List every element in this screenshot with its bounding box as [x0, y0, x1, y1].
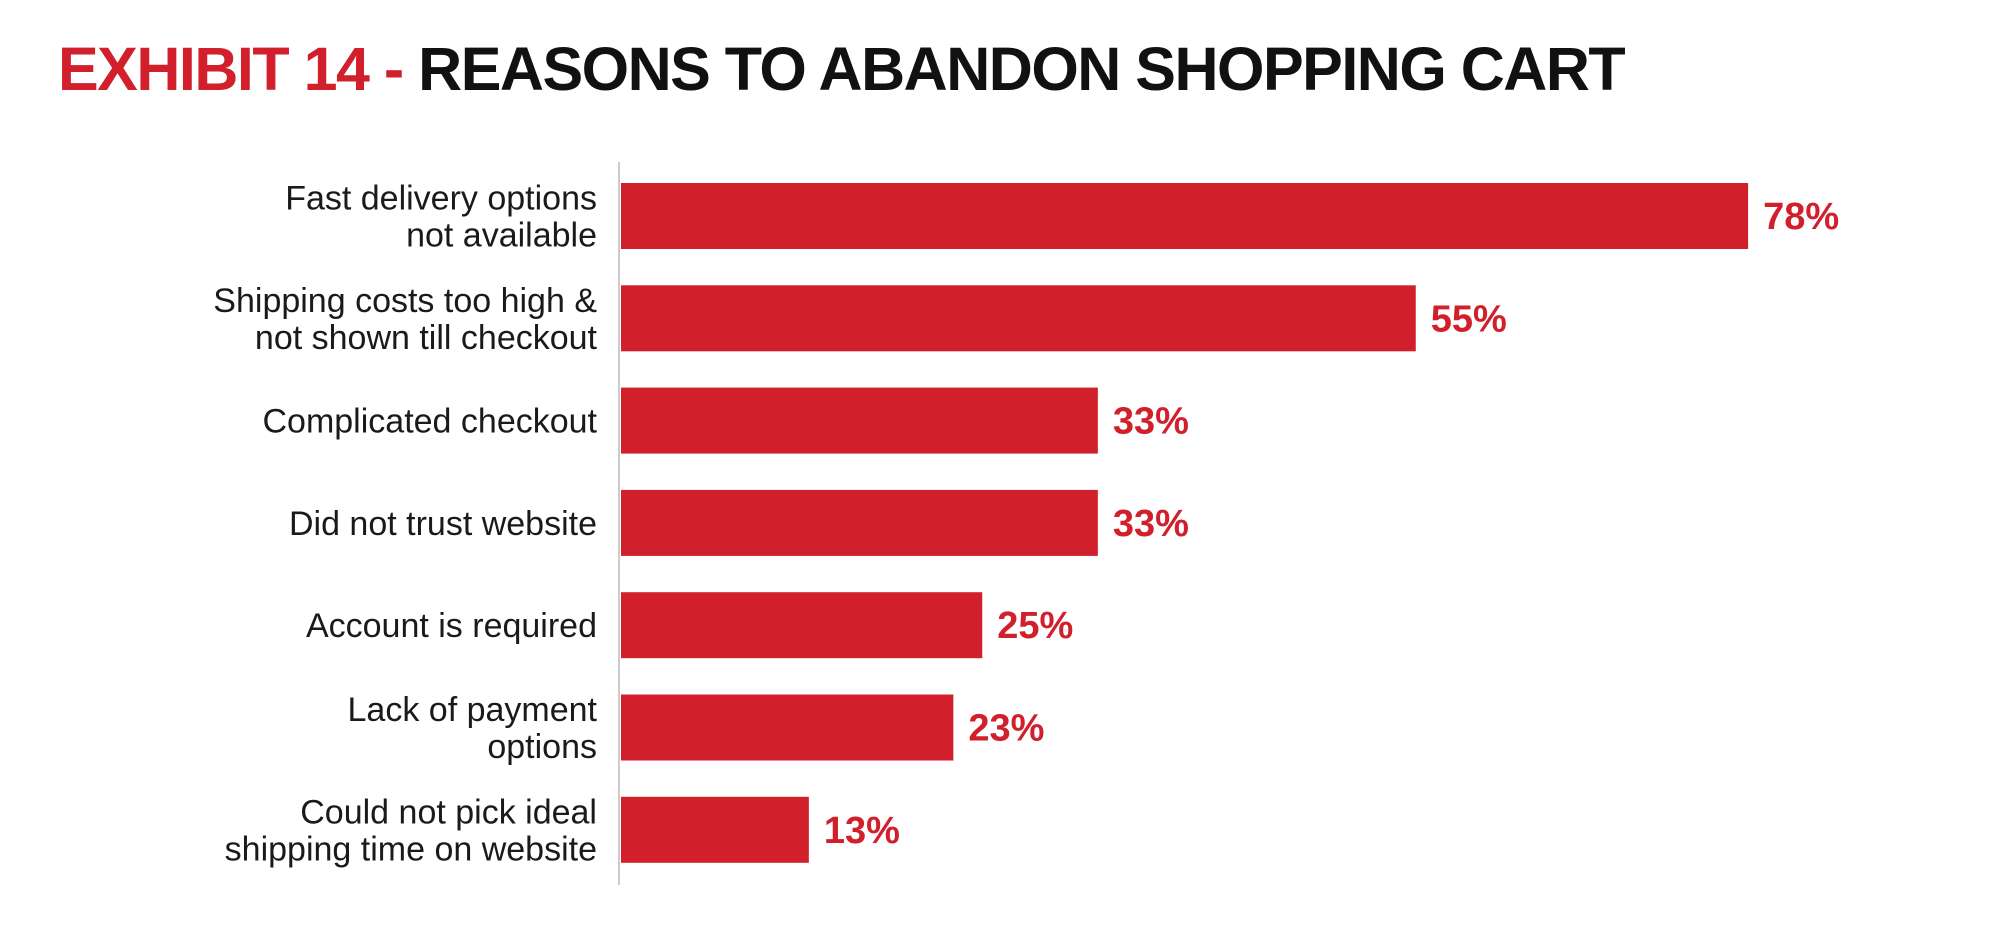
category-label-line: Account is required: [306, 607, 597, 645]
category-label-line: options: [487, 728, 597, 766]
category-label: Did not trust website: [289, 505, 597, 543]
bar: [621, 796, 809, 863]
category-label-group: Fast delivery options not available Shippi…: [213, 180, 597, 869]
category-label: Lack of payment options: [348, 691, 598, 766]
bar: [621, 489, 1098, 556]
bar-group: [621, 183, 1749, 863]
category-label-line: not shown till checkout: [255, 319, 598, 357]
value-label-group: 78% 55% 33% 33% 25% 23% 13%: [824, 196, 1839, 852]
category-label-line: not available: [406, 217, 597, 255]
chart-title: EXHIBIT 14 - REASONS TO ABANDON SHOPPING…: [58, 34, 1626, 104]
bar-value-label: 78%: [1763, 196, 1839, 238]
category-label-line: Did not trust website: [289, 505, 597, 543]
category-label: Could not pick ideal shipping time on web…: [225, 793, 597, 868]
bar: [621, 592, 983, 659]
category-label: Complicated checkout: [262, 403, 597, 441]
bar-value-label: 13%: [824, 810, 900, 852]
category-label-line: Complicated checkout: [262, 403, 597, 441]
category-label-line: Shipping costs too high &: [213, 282, 597, 320]
bar-value-label: 33%: [1113, 503, 1189, 545]
category-label-line: Lack of payment: [348, 691, 598, 729]
exhibit-title: REASONS TO ABANDON SHOPPING CART: [418, 35, 1626, 103]
bar-value-label: 25%: [997, 605, 1073, 647]
category-label-line: Fast delivery options: [285, 180, 597, 218]
bar: [621, 285, 1416, 352]
category-label-line: Could not pick ideal: [300, 793, 597, 831]
bar-value-label: 23%: [968, 708, 1044, 750]
bar-value-label: 33%: [1113, 401, 1189, 443]
exhibit-number: EXHIBIT 14 -: [58, 35, 404, 103]
category-label: Shipping costs too high & not shown till …: [213, 282, 597, 357]
bar: [621, 183, 1749, 249]
bar: [621, 387, 1098, 454]
bar-value-label: 55%: [1431, 298, 1507, 340]
category-label: Account is required: [306, 607, 597, 645]
category-label: Fast delivery options not available: [285, 180, 597, 255]
category-label-line: shipping time on website: [225, 830, 597, 868]
bar: [621, 694, 954, 761]
